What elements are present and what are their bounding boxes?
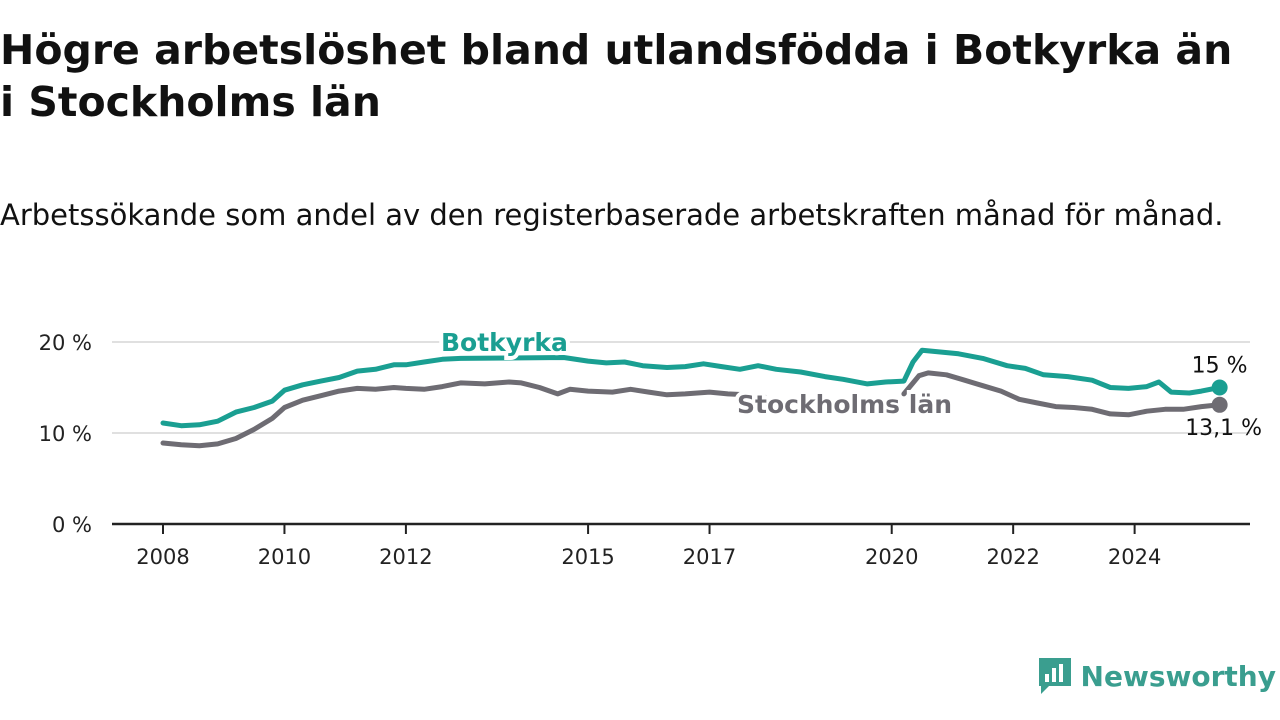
end-point-marker [1211,396,1228,413]
x-tick-label: 2008 [136,545,189,569]
brand-name: Newsworthy [1080,659,1276,693]
end-point-marker [1211,379,1228,396]
series-line [901,370,1223,418]
x-tick-label: 2010 [258,545,311,569]
newsworthy-logo-icon [1038,658,1071,694]
x-tick-label: 2022 [986,545,1039,569]
x-tick-label: 2017 [683,545,736,569]
series-lines [160,347,1228,449]
series-label-stockholm: Stockholms län [737,390,952,419]
series-line [160,379,767,449]
chart-title: Högre arbetslöshet bland utlandsfödda i … [0,26,1233,126]
y-tick-label: 10 % [39,422,92,446]
end-value-label-botkyrka: 15 % [1192,354,1248,379]
end-value-label-stockholm: 13,1 % [1185,416,1262,441]
y-axis-ticks: 0 % 10 % 20 % [39,331,92,537]
x-tick-label: 2012 [379,545,432,569]
chart-subtitle: Arbetssökande som andel av den registerb… [0,198,1224,232]
x-tick-label: 2020 [865,545,918,569]
y-tick-label: 20 % [39,331,92,355]
gridlines [112,341,1250,526]
brand-logo: Newsworthy [1037,656,1276,696]
series-line [160,347,1223,429]
line-chart: 0 % 10 % 20 % 2008 2010 2012 2015 2017 2020 2022… [39,324,1262,569]
series-labels: Botkyrka Stockholms län 15 % 13,1 % [437,324,1262,441]
series-label-botkyrka: Botkyrka [441,328,568,357]
y-tick-label: 0 % [52,513,92,537]
x-tick-label: 2015 [561,545,614,569]
x-axis-ticks: 2008 2010 2012 2015 2017 2020 2022 2024 [136,524,1161,569]
x-tick-label: 2024 [1108,545,1161,569]
